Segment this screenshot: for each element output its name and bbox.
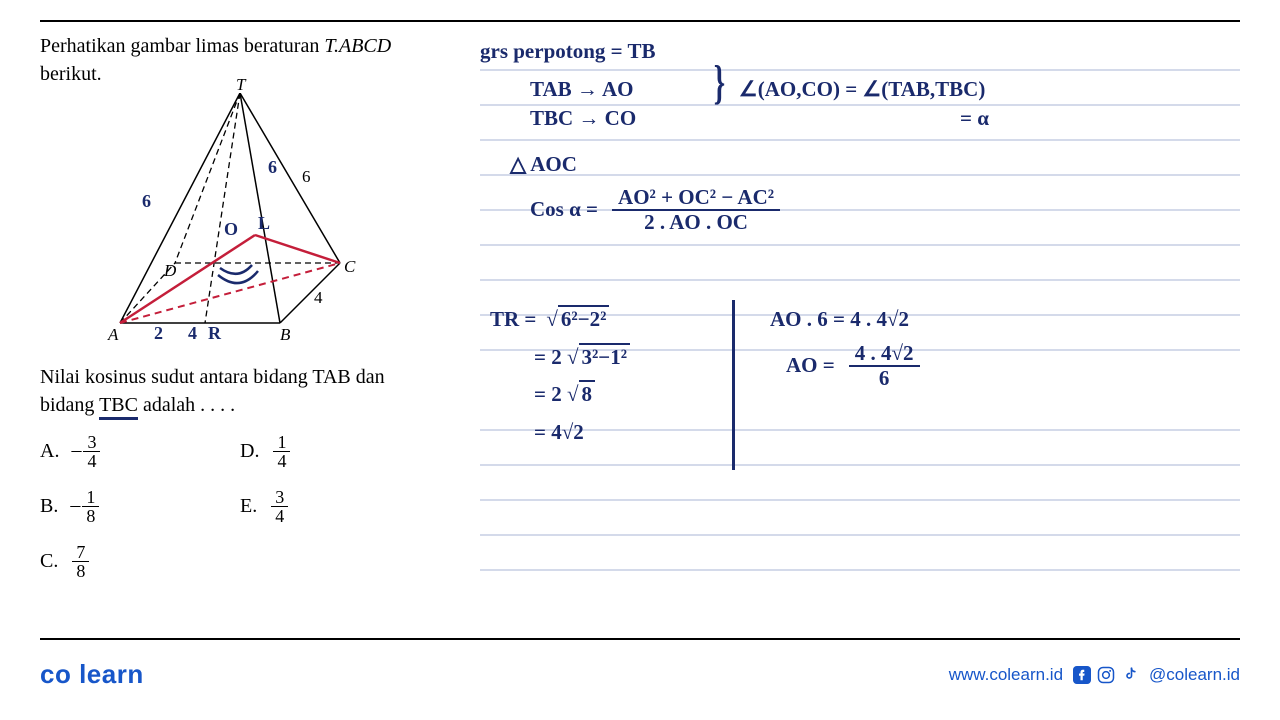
option-B: B. –18	[40, 488, 240, 525]
hand-4: 4	[188, 323, 197, 344]
hw-ao2-den: 6	[873, 367, 896, 390]
hw-ao2-num: 4 . 4√2	[849, 342, 920, 367]
hand-2: 2	[154, 323, 163, 344]
label-T: T	[236, 75, 245, 95]
footer-handle: @colearn.id	[1149, 665, 1240, 685]
problem-statement: Perhatikan gambar limas beraturan T.ABCD…	[40, 32, 460, 88]
hw-tr: TR =	[490, 304, 536, 336]
hand-R: R	[208, 323, 221, 344]
hw-cos-den: 2 . AO . OC	[638, 211, 754, 234]
hand-L: L	[258, 213, 270, 234]
question-text: Nilai kosinus sudut antara bidang TAB da…	[40, 363, 460, 419]
option-A: A. –34	[40, 433, 240, 470]
hw-row3a: TBC → CO	[530, 103, 700, 135]
hand-6-left: 6	[142, 191, 151, 212]
hw-ao2-lhs: AO =	[786, 350, 835, 382]
label-6: 6	[302, 167, 311, 187]
hw-row2a: TAB → AO	[530, 74, 700, 106]
option-D: D. 14	[240, 433, 440, 470]
hw-cos-num: AO² + OC² − AC²	[612, 186, 780, 211]
label-4: 4	[314, 288, 323, 308]
hw-ao1: AO . 6 = 4 . 4√2	[770, 304, 909, 336]
social-icons	[1073, 666, 1139, 684]
tiktok-icon	[1121, 666, 1139, 684]
hw-triangle: △ AOC	[510, 149, 577, 181]
option-C: C. 78	[40, 543, 240, 580]
hand-6-right: 6	[268, 157, 277, 178]
hw-row2b: ∠(AO,CO) = ∠(TAB,TBC)	[739, 74, 985, 106]
options-grid: A. –34 D. 14 B. –18 E. 34 C. 78	[40, 433, 460, 580]
label-C: C	[344, 257, 355, 277]
hw-tr4: = 4√2	[534, 417, 584, 449]
label-A: A	[108, 325, 118, 345]
pyramid-diagram: T A B C D 6 4 6 6 O L 2 4 R	[100, 93, 380, 353]
brand-logo: co learn	[40, 659, 144, 690]
hand-O: O	[224, 219, 238, 240]
footer-url: www.colearn.id	[949, 665, 1063, 685]
divider-line	[732, 300, 735, 470]
label-D: D	[164, 261, 176, 281]
label-B: B	[280, 325, 290, 345]
instagram-icon	[1097, 666, 1115, 684]
hw-cos-lhs: Cos α =	[530, 194, 598, 226]
handwritten-work: grs perpotong = TB TAB → AO } ∠(AO,CO) =…	[480, 32, 1200, 454]
facebook-icon	[1073, 666, 1091, 684]
hw-row3b: = α	[960, 103, 989, 135]
hw-row1: grs perpotong = TB	[480, 36, 656, 68]
option-E: E. 34	[240, 488, 440, 525]
